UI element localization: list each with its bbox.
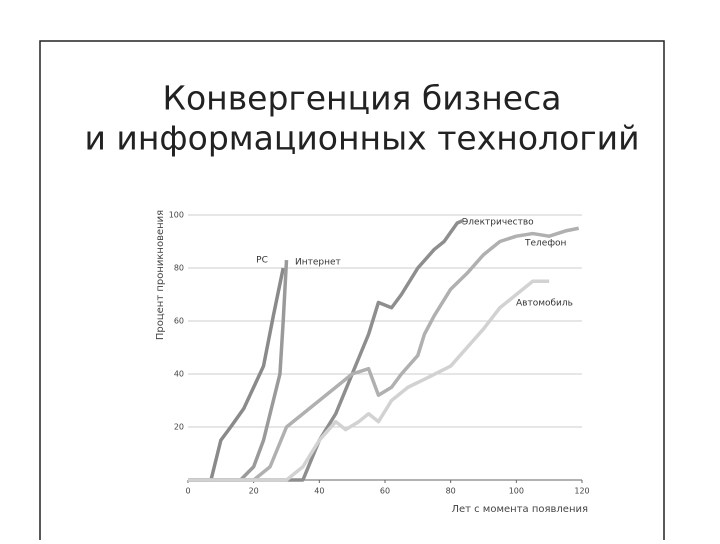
- series-label: Интернет: [295, 258, 341, 268]
- y-tick-label: 80: [174, 264, 184, 273]
- y-tick-label: 60: [174, 317, 184, 326]
- series-line: [188, 279, 550, 482]
- series-line: [188, 267, 285, 482]
- y-tick-label: 20: [174, 423, 184, 432]
- x-tick-label: 60: [380, 487, 390, 496]
- x-tick-label: 80: [446, 487, 456, 496]
- x-tick-label: 20: [249, 487, 259, 496]
- title-line: и информационных технологий: [84, 119, 639, 158]
- series-label: PC: [256, 256, 268, 266]
- y-tick-label: 40: [174, 370, 184, 379]
- y-axis-label: Процент проникновения: [155, 210, 166, 340]
- series-line: [188, 226, 580, 482]
- series-line: [188, 259, 289, 482]
- series-label: Телефон: [524, 239, 567, 249]
- x-tick-label: 40: [314, 487, 324, 496]
- x-tick-label: 120: [574, 487, 589, 496]
- x-tick-label: 0: [185, 487, 190, 496]
- series-label: Электричество: [462, 218, 534, 228]
- series-label: Автомобиль: [516, 299, 573, 309]
- title-line: Конвергенция бизнеса: [163, 79, 562, 118]
- x-tick-label: 100: [509, 487, 524, 496]
- y-tick-label: 100: [169, 211, 184, 220]
- slide-frame: [39, 40, 665, 544]
- x-axis-label: Лет с момента появления: [451, 504, 588, 515]
